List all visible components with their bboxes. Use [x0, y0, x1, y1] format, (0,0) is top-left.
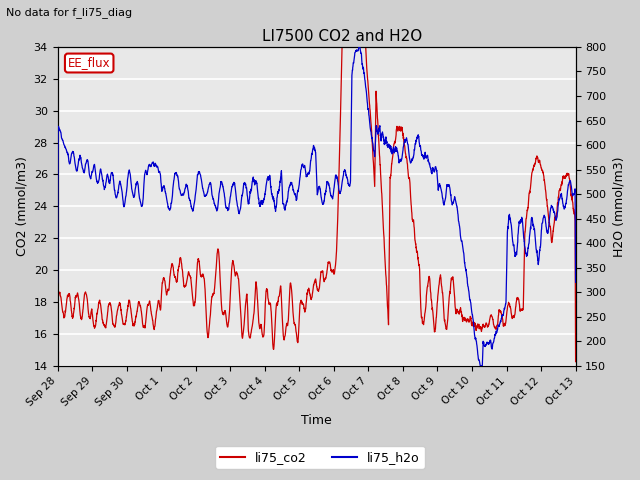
Text: No data for f_li75_diag: No data for f_li75_diag: [6, 7, 132, 18]
Title: LI7500 CO2 and H2O: LI7500 CO2 and H2O: [262, 29, 422, 44]
Y-axis label: H2O (mmol/m3): H2O (mmol/m3): [612, 156, 625, 257]
Y-axis label: CO2 (mmol/m3): CO2 (mmol/m3): [15, 156, 28, 256]
Text: EE_flux: EE_flux: [68, 57, 111, 70]
X-axis label: Time: Time: [301, 414, 332, 427]
Legend: li75_co2, li75_h2o: li75_co2, li75_h2o: [215, 446, 425, 469]
